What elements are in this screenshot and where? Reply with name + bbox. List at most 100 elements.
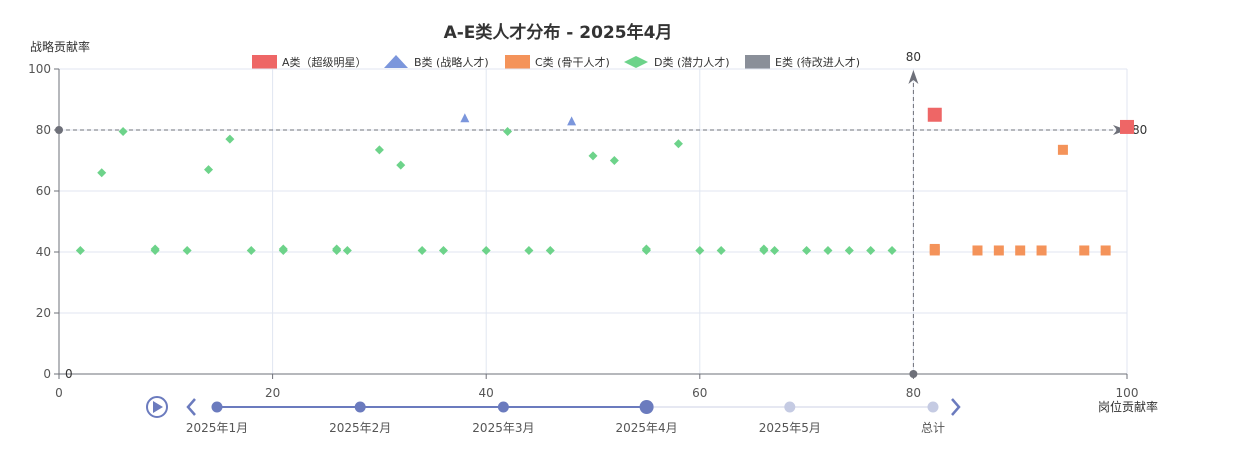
x-tick-label: 40 <box>479 386 494 400</box>
data-point-diamond <box>588 151 598 161</box>
data-point-square <box>1057 144 1068 155</box>
legend-item[interactable]: D类 (潜力人才) <box>624 55 730 69</box>
timeline-point[interactable] <box>639 400 654 414</box>
x-tick-label: 100 <box>1116 386 1139 400</box>
zero-reference-label: 0 <box>65 367 73 381</box>
data-point-diamond <box>481 245 491 255</box>
horizontal-reference-origin <box>55 126 63 134</box>
data-point-diamond <box>396 160 406 170</box>
data-point-diamond <box>75 245 85 255</box>
legend-item[interactable]: A类（超级明星） <box>252 55 367 69</box>
legend-label: E类 (待改进人才) <box>775 55 860 69</box>
reference-lines: 80 80 0 <box>55 50 1147 381</box>
timeline-point[interactable] <box>784 401 796 413</box>
y-tick-label: 0 <box>43 367 51 381</box>
data-point-diamond <box>887 245 897 255</box>
play-icon-triangle <box>153 401 163 413</box>
legend-label: A类（超级明星） <box>282 55 367 69</box>
legend: A类（超级明星） B类 (战略人才) C类 (骨干人才) D类 (潜力人才) E类 (待… <box>252 55 860 69</box>
data-point-diamond <box>641 245 651 255</box>
vertical-reference-arrow <box>908 70 919 84</box>
legend-swatch <box>384 55 408 68</box>
data-point-diamond <box>866 245 876 255</box>
legend-swatch <box>745 55 770 69</box>
y-tick-label: 100 <box>28 62 51 76</box>
data-point-diamond <box>332 245 342 255</box>
data-point-diamond <box>225 134 235 144</box>
legend-label: D类 (潜力人才) <box>654 55 730 69</box>
timeline-label[interactable]: 2025年3月 <box>472 421 534 435</box>
timeline-label[interactable]: 2025年2月 <box>329 421 391 435</box>
data-point-square <box>972 245 983 256</box>
data-point-diamond <box>97 168 107 178</box>
timeline-point[interactable] <box>927 401 939 413</box>
chevron-left-icon[interactable] <box>186 398 196 416</box>
data-point-square <box>929 245 940 256</box>
data-point-diamond <box>246 245 256 255</box>
grid <box>59 68 1128 374</box>
x-tick-label: 0 <box>55 386 63 400</box>
data-point-diamond <box>770 245 780 255</box>
data-point-triangle <box>460 113 470 123</box>
chart-title: A-E类人才分布 - 2025年4月 <box>444 22 673 43</box>
timeline-point[interactable] <box>211 401 223 413</box>
x-tick-label: 80 <box>906 386 921 400</box>
timeline-label[interactable]: 2025年1月 <box>186 421 248 435</box>
data-point-diamond <box>204 165 214 175</box>
data-point-triangle <box>567 116 577 126</box>
data-point-diamond <box>374 145 384 155</box>
legend-swatch <box>624 56 648 68</box>
chevron-right-icon[interactable] <box>951 398 961 416</box>
data-point-square <box>927 107 942 122</box>
y-tick-label: 80 <box>36 123 51 137</box>
x-tick-label: 60 <box>692 386 707 400</box>
data-point-diamond <box>438 245 448 255</box>
legend-item[interactable]: B类 (战略人才) <box>384 55 489 69</box>
data-point-diamond <box>844 245 854 255</box>
data-point-diamond <box>342 245 352 255</box>
y-tick-label: 60 <box>36 184 51 198</box>
data-point-diamond <box>759 245 769 255</box>
y-tick-label: 40 <box>36 245 51 259</box>
data-point-diamond <box>823 245 833 255</box>
data-point-diamond <box>673 139 683 149</box>
legend-label: B类 (战略人才) <box>414 55 489 69</box>
timeline-label[interactable]: 总计 <box>921 421 945 435</box>
legend-item[interactable]: C类 (骨干人才) <box>505 55 610 69</box>
y-tick-label: 20 <box>36 306 51 320</box>
x-axis-title: 岗位贡献率 <box>1098 399 1158 414</box>
data-point-square <box>1100 245 1111 256</box>
legend-swatch <box>252 55 277 69</box>
data-point-diamond <box>150 245 160 255</box>
legend-swatch <box>505 55 530 69</box>
timeline-label[interactable]: 2025年5月 <box>759 421 821 435</box>
data-point-diamond <box>802 245 812 255</box>
timeline-point[interactable] <box>497 401 509 413</box>
data-point-diamond <box>695 245 705 255</box>
timeline-label[interactable]: 2025年4月 <box>616 421 678 435</box>
data-point-square <box>1120 119 1134 134</box>
x-tick-label: 20 <box>265 386 280 400</box>
timeline: 2025年1月 2025年2月 2025年3月 2025年4月 2025年5月 总计 <box>146 396 961 435</box>
data-point-diamond <box>545 245 555 255</box>
data-point-diamond <box>524 245 534 255</box>
data-point-square <box>1079 245 1090 256</box>
play-button[interactable] <box>146 396 168 418</box>
data-point-diamond <box>278 245 288 255</box>
data-point-square <box>1036 245 1047 256</box>
data-point-diamond <box>609 156 619 165</box>
data-point-diamond <box>118 127 128 137</box>
axes: 0 20 40 60 80 100 0 20 40 60 80 100 <box>28 62 1138 400</box>
timeline-point[interactable] <box>354 401 366 413</box>
data-point-square <box>993 245 1004 256</box>
data-point-diamond <box>503 127 513 137</box>
vertical-reference-label: 80 <box>906 50 921 64</box>
data-points <box>75 107 1134 256</box>
play-icon[interactable] <box>146 396 168 418</box>
legend-item[interactable]: E类 (待改进人才) <box>745 55 860 69</box>
data-point-diamond <box>417 245 427 255</box>
data-point-diamond <box>716 245 726 255</box>
horizontal-reference-label: 80 <box>1132 123 1147 137</box>
data-point-diamond <box>182 245 192 255</box>
